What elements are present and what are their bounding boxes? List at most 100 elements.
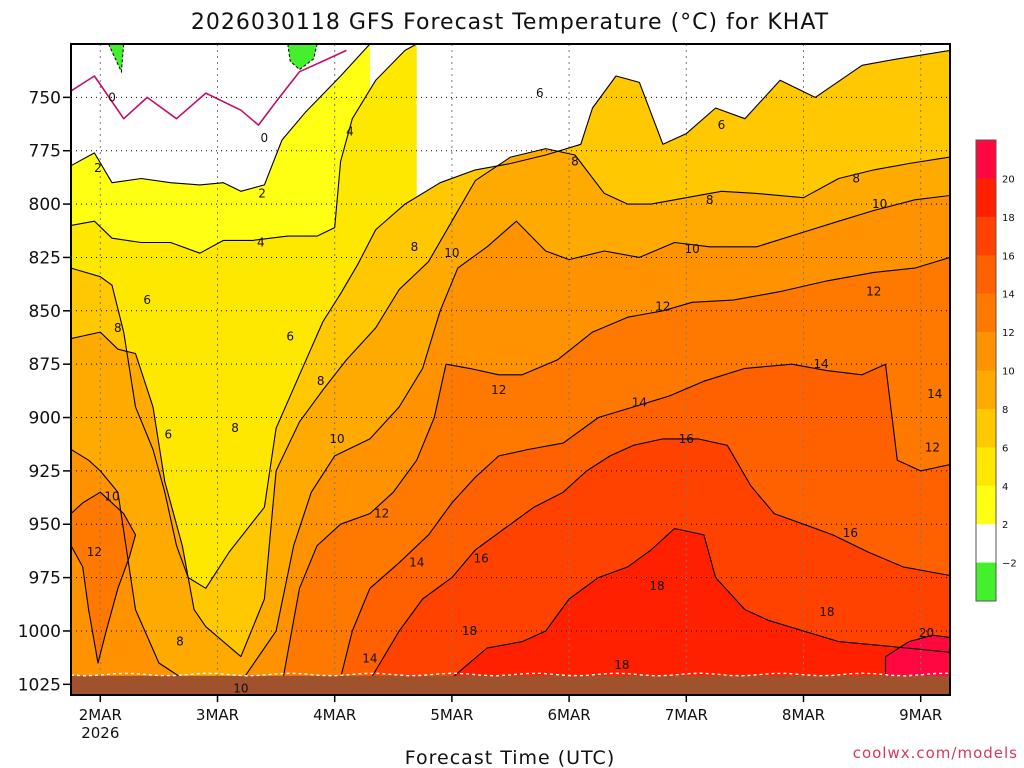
contour-label: 4 bbox=[346, 125, 354, 139]
colorbar-bin bbox=[976, 408, 996, 448]
colorbar-tick-label: 6 bbox=[1002, 443, 1008, 454]
colorbar-legend: 20 18 16 14 12 10 8 6 4 2 −2 bbox=[975, 139, 1017, 602]
contour-label: 18 bbox=[614, 658, 629, 672]
y-tick-label: 775 bbox=[29, 142, 61, 162]
temperature-fill-layer bbox=[71, 44, 950, 695]
contour-label: 2 bbox=[94, 161, 102, 175]
chart-title: 2026030118 GFS Forecast Temperature (°C)… bbox=[191, 10, 829, 35]
gridlines bbox=[71, 44, 950, 695]
contour-label: 18 bbox=[462, 624, 477, 638]
isotherm-6 bbox=[71, 49, 950, 589]
below-minus2-region-1 bbox=[107, 44, 125, 74]
colorbar-tick-label: −2 bbox=[1002, 559, 1017, 570]
colorbar-frame bbox=[975, 139, 997, 602]
contour-label: 10 bbox=[444, 246, 459, 260]
contour-label: 8 bbox=[571, 154, 579, 168]
y-tick-label: 950 bbox=[29, 515, 61, 535]
contour-label: 2 bbox=[258, 186, 266, 200]
contour-label: 12 bbox=[374, 507, 389, 521]
contour-label: 10 bbox=[104, 489, 119, 503]
x-axis-label: Forecast Time (UTC) bbox=[405, 747, 615, 768]
x-tick-label: 5MAR bbox=[430, 706, 473, 724]
contour-label: 6 bbox=[164, 428, 172, 442]
isotherm-4 bbox=[71, 44, 417, 254]
y-tick-label: 875 bbox=[29, 355, 61, 375]
contour-label: 8 bbox=[706, 193, 714, 207]
contour-label: 14 bbox=[409, 556, 424, 570]
y-tick-label: 850 bbox=[29, 302, 61, 322]
y-tick-label: 975 bbox=[29, 569, 61, 589]
contour-label: 16 bbox=[474, 551, 489, 565]
contour-label: 10 bbox=[685, 242, 700, 256]
contour-label: 8 bbox=[411, 240, 419, 254]
contour-label: 10 bbox=[329, 432, 344, 446]
fill-above-12 bbox=[71, 492, 136, 695]
colorbar-bin bbox=[976, 293, 996, 333]
isotherm-lines bbox=[71, 44, 950, 685]
isotherm-10 bbox=[71, 194, 950, 683]
contour-labels: 0 0 2 2 4 4 6 6 6 6 6 8 8 8 8 8 8 8 8 10 10 10 10 10 10 12 12 12 12 1… bbox=[87, 86, 943, 695]
contour-label: 16 bbox=[843, 526, 858, 540]
colorbar-tick-label: 8 bbox=[1002, 405, 1008, 416]
isotherm-20 bbox=[884, 634, 950, 685]
contour-label: 12 bbox=[491, 383, 506, 397]
x-tick-label: 8MAR bbox=[782, 706, 825, 724]
colorbar-bin bbox=[976, 485, 996, 525]
isotherm-2 bbox=[71, 44, 371, 192]
contour-label: 18 bbox=[819, 605, 834, 619]
contour-label: 12 bbox=[655, 300, 670, 314]
plot-area: 0 0 2 2 4 4 6 6 6 6 6 8 8 8 8 8 8 8 8 10 10 10 10 10 10 12 12 12 12 1… bbox=[71, 44, 950, 695]
x-tick-label: 2MAR bbox=[79, 706, 122, 724]
colorbar-tick-label: 12 bbox=[1002, 328, 1015, 339]
colorbar-tick-label: 14 bbox=[1002, 290, 1015, 301]
contour-label: 14 bbox=[927, 387, 942, 401]
contour-label: 6 bbox=[718, 118, 726, 132]
colorbar-bin bbox=[976, 370, 996, 410]
colorbar-bin bbox=[976, 178, 996, 218]
contour-label: 18 bbox=[649, 579, 664, 593]
colorbar-bin bbox=[976, 562, 996, 602]
special-regions bbox=[107, 44, 318, 74]
contour-label: 14 bbox=[632, 396, 647, 410]
x-tick-label: 9MAR bbox=[899, 706, 942, 724]
contour-label: 0 bbox=[261, 131, 269, 145]
colorbar-tick-label: 10 bbox=[1002, 367, 1015, 378]
ground-surface bbox=[71, 675, 950, 695]
contour-label: 4 bbox=[257, 236, 265, 250]
contour-label: 0 bbox=[108, 90, 116, 104]
contour-label: 8 bbox=[317, 374, 325, 388]
y-axis: 750 775 800 825 850 875 900 925 950 975 1000 1025 bbox=[18, 88, 71, 695]
contour-label: 6 bbox=[143, 293, 151, 307]
credit-link[interactable]: coolwx.com/models bbox=[853, 744, 1018, 762]
contour-label: 8 bbox=[176, 635, 184, 649]
contour-label: 6 bbox=[286, 329, 294, 343]
x-tick-label: 4MAR bbox=[313, 706, 356, 724]
contour-label: 16 bbox=[679, 432, 694, 446]
isotherm-0 bbox=[71, 49, 347, 126]
contour-label: 12 bbox=[925, 440, 940, 454]
contour-label: 8 bbox=[114, 321, 122, 335]
ground-layer bbox=[71, 672, 950, 695]
x-tick-label: 3MAR bbox=[196, 706, 239, 724]
y-tick-label: 1000 bbox=[18, 622, 61, 642]
y-tick-label: 825 bbox=[29, 248, 61, 268]
isotherm-16 bbox=[369, 438, 950, 681]
contour-label: 20 bbox=[919, 626, 934, 640]
x-tick-label: 6MAR bbox=[548, 706, 591, 724]
y-tick-label: 900 bbox=[29, 409, 61, 429]
isotherm-12 bbox=[71, 491, 137, 664]
colorbar-tick-label: 4 bbox=[1002, 482, 1008, 493]
colorbar-bin bbox=[976, 524, 996, 563]
plot-frame bbox=[70, 43, 951, 696]
x-tick-label: 7MAR bbox=[665, 706, 708, 724]
contour-label: 8 bbox=[231, 421, 239, 435]
colorbar-bin bbox=[976, 216, 996, 256]
surface-line bbox=[71, 672, 950, 677]
isotherm-14 bbox=[340, 363, 950, 679]
below-minus2-region-2 bbox=[287, 44, 318, 71]
y-tick-label: 750 bbox=[29, 88, 61, 108]
y-tick-label: 925 bbox=[29, 462, 61, 482]
isotherm-8 bbox=[71, 148, 950, 658]
